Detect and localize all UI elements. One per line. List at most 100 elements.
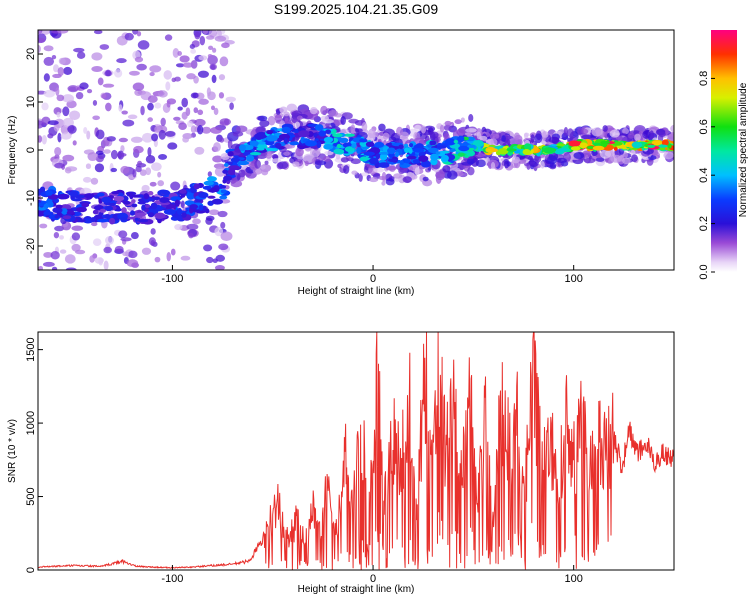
spectrogram-ridge-cell [97, 192, 105, 197]
colorbar-tick-label: 0.6 [698, 119, 710, 134]
snr-xlabel: Height of straight line (km) [298, 584, 415, 595]
spectrogram-ridge-cell [113, 195, 125, 202]
spectrogram-cell [583, 157, 596, 164]
spectrogram-ridge-cell [323, 143, 334, 150]
spectrogram-ridge-cell [359, 138, 368, 143]
spectrogram-ridge-cell [116, 200, 121, 205]
spectrogram-ridge-cell [387, 147, 396, 155]
spectrogram-ridge-cell [570, 146, 581, 151]
spectrogram-ridge-cell [315, 124, 324, 131]
spectrogram-cell [271, 158, 282, 163]
spectrogram-ridge-cell [420, 160, 431, 168]
spectrogram-cell [141, 132, 153, 143]
spectrogram-ridge-cell [412, 159, 421, 164]
spectrogram-cell [172, 47, 180, 58]
spectrogram-ylabel: Frequency (Hz) [7, 116, 18, 185]
spectrogram-cell [164, 131, 176, 137]
spectrogram-y-tick-label: 0 [25, 147, 37, 153]
spectrogram-ridge-cell [556, 148, 568, 152]
spectrogram-x-ticks: -100 0 100 [161, 265, 583, 285]
spectrogram-ridge-cell [497, 148, 509, 155]
spectrogram-cell [38, 265, 44, 270]
spectrogram-cell [219, 56, 229, 67]
spectrogram-cell [173, 116, 181, 121]
spectrogram-ridge-cell [409, 143, 414, 148]
spectrogram-cell [466, 158, 475, 165]
spectrogram-ridge-cell [612, 141, 623, 146]
spectrogram-ridge-cell [68, 190, 79, 197]
spectrogram-ridge-cell [57, 193, 70, 200]
spectrogram-ridge-cell [245, 154, 255, 162]
spectrogram-ridge-cell [667, 143, 672, 149]
spectrogram-cell [128, 70, 140, 76]
spectrogram-ridge-cell [111, 191, 120, 195]
spectrogram-cell [460, 117, 465, 123]
spectrogram-ridge-cell [143, 208, 150, 213]
spectrogram-cell [210, 105, 216, 111]
spectrogram-cell [73, 47, 85, 53]
spectrogram-cell [145, 167, 152, 176]
spectrogram-cell [466, 131, 472, 138]
spectrogram-cell [354, 128, 364, 133]
spectrogram-ridge-cell [336, 143, 342, 149]
spectrogram-cell [398, 167, 405, 175]
spectrogram-ridge-cell [297, 130, 310, 138]
spectrogram-cell [475, 159, 487, 168]
spectrogram-cell [54, 162, 65, 169]
spectrogram-cell [205, 35, 215, 40]
spectrogram-cell [563, 126, 569, 137]
spectrogram-x-tick-label: 0 [370, 273, 376, 285]
spectrogram-cell [573, 152, 585, 160]
spectrogram-ridge-cell [490, 148, 499, 153]
spectrogram-cell [591, 127, 603, 137]
spectrogram-cell [284, 117, 289, 125]
spectrogram-cell [429, 131, 439, 139]
spectrogram-cell [194, 146, 205, 155]
spectrogram-cell [128, 250, 138, 259]
spectrogram-cell [150, 239, 155, 247]
spectrogram-cell [43, 45, 54, 52]
spectrogram-ridge-cell [351, 143, 357, 149]
spectrogram-cell [57, 132, 62, 143]
spectrogram-ridge-cell [92, 209, 99, 215]
spectrogram-ridge-cell [202, 185, 212, 190]
spectrogram-cell [106, 136, 116, 142]
snr-x-tick-label: 100 [565, 573, 583, 585]
spectrogram-ridge-cell [219, 184, 227, 189]
spectrogram-ridge-cell [131, 203, 138, 208]
spectrogram-cell [422, 176, 429, 182]
spectrogram-ridge-cell [129, 192, 134, 200]
spectrogram-ridge-cell [163, 208, 176, 215]
spectrogram-cell [177, 106, 183, 111]
colorbar-ticks: 0.0 0.2 0.4 0.6 0.8 [698, 71, 715, 280]
spectrogram-ridge-cell [104, 205, 114, 212]
spectrogram-cell [332, 119, 343, 126]
spectrogram-cell [82, 176, 92, 183]
spectrogram-cell [220, 221, 226, 229]
spectrogram-ridge-cell [289, 141, 300, 146]
spectrogram-cell [501, 135, 506, 142]
spectrogram-ridge-cell [101, 196, 112, 203]
spectrogram-ridge-cell [108, 202, 116, 206]
spectrogram-ridge-cell [472, 139, 484, 148]
spectrogram-ridge-cell [441, 154, 449, 162]
spectrogram-cell [114, 68, 123, 78]
spectrogram-cell [53, 231, 60, 239]
spectrogram-cell [340, 157, 349, 163]
spectrogram-x-tick-label: 100 [565, 273, 583, 285]
snr-ylabel: SNR (10 * v/v) [7, 419, 18, 483]
spectrogram-ridge-cell [43, 211, 54, 216]
spectrogram-ridge-cell [198, 191, 209, 199]
spectrogram-cell [343, 165, 350, 174]
snr-frame [37, 331, 675, 571]
spectrogram-ridge-cell [71, 198, 83, 202]
spectrogram-ridge-cell [457, 152, 466, 157]
spectrogram-ridge-cell [227, 168, 236, 176]
spectrogram-cell [149, 181, 157, 187]
spectrogram-y-tick-label: 20 [25, 48, 37, 60]
spectrogram-cell [181, 111, 188, 120]
spectrogram-cell [442, 165, 451, 173]
spectrogram-cell [549, 162, 557, 169]
spectrogram-cell [199, 35, 206, 46]
